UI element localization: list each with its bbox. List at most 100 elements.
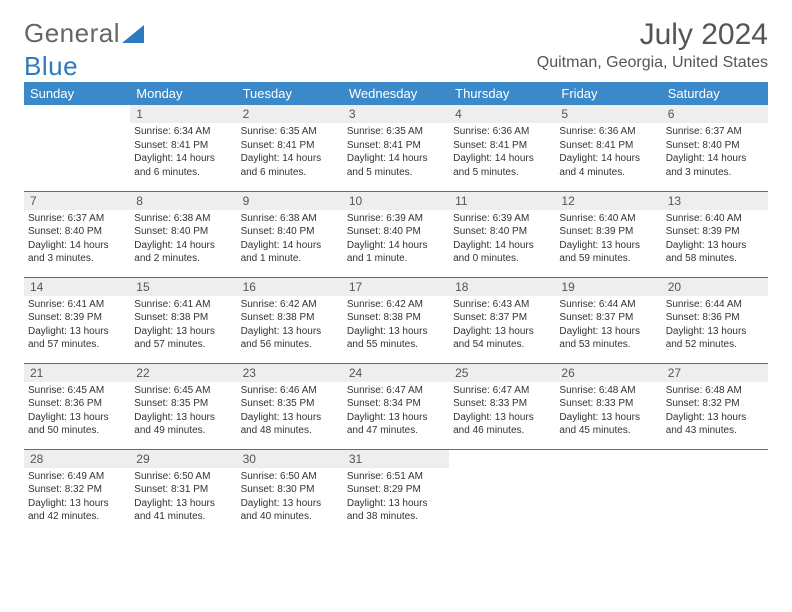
daylight-text: Daylight: 13 hours and 48 minutes. bbox=[241, 411, 339, 438]
calendar-cell: 12Sunrise: 6:40 AMSunset: 8:39 PMDayligh… bbox=[555, 191, 661, 277]
sunrise-text: Sunrise: 6:37 AM bbox=[666, 125, 764, 139]
location-text: Quitman, Georgia, United States bbox=[537, 54, 768, 72]
calendar-cell: 3Sunrise: 6:35 AMSunset: 8:41 PMDaylight… bbox=[343, 105, 449, 191]
sunrise-text: Sunrise: 6:36 AM bbox=[453, 125, 551, 139]
day-number: 25 bbox=[449, 364, 555, 382]
sunset-text: Sunset: 8:41 PM bbox=[347, 139, 445, 153]
day-header: Tuesday bbox=[237, 82, 343, 105]
sunset-text: Sunset: 8:36 PM bbox=[666, 311, 764, 325]
calendar-cell: 24Sunrise: 6:47 AMSunset: 8:34 PMDayligh… bbox=[343, 363, 449, 449]
day-body: Sunrise: 6:50 AMSunset: 8:30 PMDaylight:… bbox=[237, 468, 343, 528]
sunset-text: Sunset: 8:37 PM bbox=[453, 311, 551, 325]
sunset-text: Sunset: 8:29 PM bbox=[347, 483, 445, 497]
sunrise-text: Sunrise: 6:40 AM bbox=[559, 212, 657, 226]
day-number: 19 bbox=[555, 278, 661, 296]
sunrise-text: Sunrise: 6:42 AM bbox=[241, 298, 339, 312]
daylight-text: Daylight: 14 hours and 1 minute. bbox=[241, 239, 339, 266]
calendar-cell: .. bbox=[555, 449, 661, 535]
sunset-text: Sunset: 8:39 PM bbox=[666, 225, 764, 239]
calendar-cell: 9Sunrise: 6:38 AMSunset: 8:40 PMDaylight… bbox=[237, 191, 343, 277]
daylight-text: Daylight: 14 hours and 5 minutes. bbox=[453, 152, 551, 179]
daylight-text: Daylight: 13 hours and 56 minutes. bbox=[241, 325, 339, 352]
calendar-cell: .. bbox=[24, 105, 130, 191]
calendar-cell: 13Sunrise: 6:40 AMSunset: 8:39 PMDayligh… bbox=[662, 191, 768, 277]
day-number: 24 bbox=[343, 364, 449, 382]
calendar-cell: 22Sunrise: 6:45 AMSunset: 8:35 PMDayligh… bbox=[130, 363, 236, 449]
calendar-cell: 21Sunrise: 6:45 AMSunset: 8:36 PMDayligh… bbox=[24, 363, 130, 449]
daylight-text: Daylight: 13 hours and 43 minutes. bbox=[666, 411, 764, 438]
daylight-text: Daylight: 13 hours and 59 minutes. bbox=[559, 239, 657, 266]
calendar-table: SundayMondayTuesdayWednesdayThursdayFrid… bbox=[24, 82, 768, 535]
calendar-cell: 7Sunrise: 6:37 AMSunset: 8:40 PMDaylight… bbox=[24, 191, 130, 277]
calendar-cell: 30Sunrise: 6:50 AMSunset: 8:30 PMDayligh… bbox=[237, 449, 343, 535]
sunrise-text: Sunrise: 6:41 AM bbox=[28, 298, 126, 312]
daylight-text: Daylight: 14 hours and 3 minutes. bbox=[28, 239, 126, 266]
daylight-text: Daylight: 13 hours and 41 minutes. bbox=[134, 497, 232, 524]
daylight-text: Daylight: 14 hours and 0 minutes. bbox=[453, 239, 551, 266]
day-body: Sunrise: 6:50 AMSunset: 8:31 PMDaylight:… bbox=[130, 468, 236, 528]
sunset-text: Sunset: 8:40 PM bbox=[453, 225, 551, 239]
day-number: 18 bbox=[449, 278, 555, 296]
day-body: Sunrise: 6:38 AMSunset: 8:40 PMDaylight:… bbox=[237, 210, 343, 270]
brand-part2: Blue bbox=[24, 51, 78, 82]
day-body: Sunrise: 6:35 AMSunset: 8:41 PMDaylight:… bbox=[237, 123, 343, 183]
daylight-text: Daylight: 13 hours and 47 minutes. bbox=[347, 411, 445, 438]
sunset-text: Sunset: 8:40 PM bbox=[134, 225, 232, 239]
daylight-text: Daylight: 14 hours and 3 minutes. bbox=[666, 152, 764, 179]
sunrise-text: Sunrise: 6:34 AM bbox=[134, 125, 232, 139]
daylight-text: Daylight: 14 hours and 1 minute. bbox=[347, 239, 445, 266]
day-body: Sunrise: 6:39 AMSunset: 8:40 PMDaylight:… bbox=[449, 210, 555, 270]
sunrise-text: Sunrise: 6:50 AM bbox=[134, 470, 232, 484]
calendar-cell: 1Sunrise: 6:34 AMSunset: 8:41 PMDaylight… bbox=[130, 105, 236, 191]
daylight-text: Daylight: 13 hours and 57 minutes. bbox=[28, 325, 126, 352]
calendar-cell: 5Sunrise: 6:36 AMSunset: 8:41 PMDaylight… bbox=[555, 105, 661, 191]
sunset-text: Sunset: 8:32 PM bbox=[28, 483, 126, 497]
day-body: Sunrise: 6:39 AMSunset: 8:40 PMDaylight:… bbox=[343, 210, 449, 270]
sunrise-text: Sunrise: 6:48 AM bbox=[559, 384, 657, 398]
calendar-cell: 31Sunrise: 6:51 AMSunset: 8:29 PMDayligh… bbox=[343, 449, 449, 535]
sunset-text: Sunset: 8:39 PM bbox=[28, 311, 126, 325]
daylight-text: Daylight: 13 hours and 54 minutes. bbox=[453, 325, 551, 352]
sunset-text: Sunset: 8:33 PM bbox=[453, 397, 551, 411]
daylight-text: Daylight: 13 hours and 46 minutes. bbox=[453, 411, 551, 438]
sunrise-text: Sunrise: 6:43 AM bbox=[453, 298, 551, 312]
calendar-cell: 6Sunrise: 6:37 AMSunset: 8:40 PMDaylight… bbox=[662, 105, 768, 191]
brand-part1: General bbox=[24, 18, 120, 49]
sunset-text: Sunset: 8:41 PM bbox=[559, 139, 657, 153]
sunrise-text: Sunrise: 6:39 AM bbox=[453, 212, 551, 226]
day-body: Sunrise: 6:49 AMSunset: 8:32 PMDaylight:… bbox=[24, 468, 130, 528]
day-body: Sunrise: 6:47 AMSunset: 8:33 PMDaylight:… bbox=[449, 382, 555, 442]
sunrise-text: Sunrise: 6:41 AM bbox=[134, 298, 232, 312]
sunset-text: Sunset: 8:31 PM bbox=[134, 483, 232, 497]
day-body: Sunrise: 6:42 AMSunset: 8:38 PMDaylight:… bbox=[343, 296, 449, 356]
day-body: Sunrise: 6:45 AMSunset: 8:36 PMDaylight:… bbox=[24, 382, 130, 442]
sunset-text: Sunset: 8:41 PM bbox=[453, 139, 551, 153]
calendar-cell: 14Sunrise: 6:41 AMSunset: 8:39 PMDayligh… bbox=[24, 277, 130, 363]
calendar-cell: 20Sunrise: 6:44 AMSunset: 8:36 PMDayligh… bbox=[662, 277, 768, 363]
brand-logo: General bbox=[24, 18, 144, 49]
day-number: 7 bbox=[24, 192, 130, 210]
calendar-cell: 28Sunrise: 6:49 AMSunset: 8:32 PMDayligh… bbox=[24, 449, 130, 535]
daylight-text: Daylight: 14 hours and 4 minutes. bbox=[559, 152, 657, 179]
day-number: 9 bbox=[237, 192, 343, 210]
calendar-cell: .. bbox=[662, 449, 768, 535]
triangle-icon bbox=[122, 25, 144, 43]
sunrise-text: Sunrise: 6:35 AM bbox=[241, 125, 339, 139]
calendar-page: General July 2024 Blue Quitman, Georgia,… bbox=[0, 0, 792, 553]
calendar-cell: 2Sunrise: 6:35 AMSunset: 8:41 PMDaylight… bbox=[237, 105, 343, 191]
day-number: 16 bbox=[237, 278, 343, 296]
day-number: 29 bbox=[130, 450, 236, 468]
day-number: 13 bbox=[662, 192, 768, 210]
sunrise-text: Sunrise: 6:51 AM bbox=[347, 470, 445, 484]
sunrise-text: Sunrise: 6:35 AM bbox=[347, 125, 445, 139]
sunset-text: Sunset: 8:40 PM bbox=[28, 225, 126, 239]
sunrise-text: Sunrise: 6:44 AM bbox=[559, 298, 657, 312]
sunrise-text: Sunrise: 6:38 AM bbox=[134, 212, 232, 226]
sunset-text: Sunset: 8:38 PM bbox=[241, 311, 339, 325]
day-body: Sunrise: 6:37 AMSunset: 8:40 PMDaylight:… bbox=[662, 123, 768, 183]
calendar-body: ..1Sunrise: 6:34 AMSunset: 8:41 PMDaylig… bbox=[24, 105, 768, 535]
daylight-text: Daylight: 14 hours and 6 minutes. bbox=[241, 152, 339, 179]
calendar-cell: 16 Sunrise: 6:42 AMSunset: 8:38 PMDayligh… bbox=[237, 277, 343, 363]
day-number: 10 bbox=[343, 192, 449, 210]
sunset-text: Sunset: 8:38 PM bbox=[347, 311, 445, 325]
